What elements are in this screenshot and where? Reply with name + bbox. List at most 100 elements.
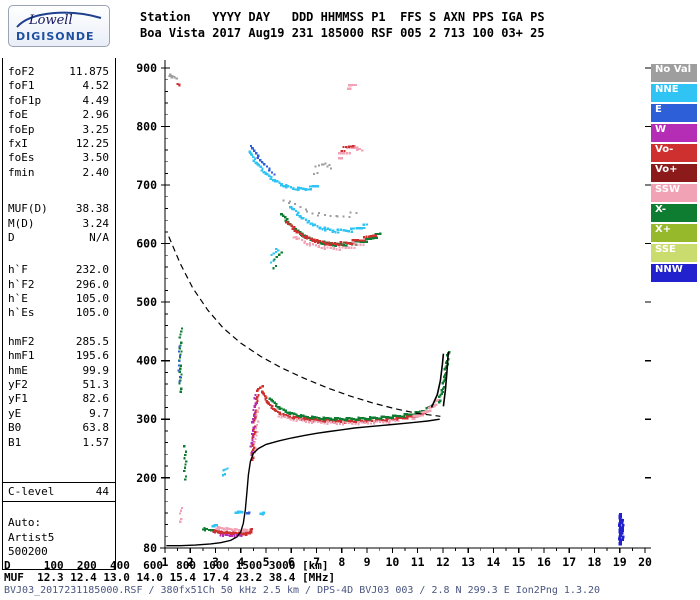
y-tick-label: 600 — [136, 237, 157, 251]
autoscaling-line: Auto: — [3, 516, 115, 530]
legend-item-nne: NNE — [651, 84, 697, 102]
parameter-value: 1.57 — [82, 435, 110, 449]
parameter-row-yf1: yF1 82.6 — [3, 392, 115, 406]
parameter-row-md: M(D) 3.24 — [3, 217, 115, 231]
parameter-row-foe: foE 2.96 — [3, 108, 115, 122]
parameter-label: fxI — [8, 136, 28, 150]
parameter-value: 38.38 — [75, 202, 109, 216]
trace-noise-col-ssw — [178, 506, 184, 523]
parameter-row-hmf2: hmF2 285.5 — [3, 335, 115, 349]
x-tick-label: 15 — [512, 555, 526, 569]
parameter-label: hmE — [8, 363, 28, 377]
parameter-label: B0 — [8, 421, 22, 435]
parameter-label: Auto: — [8, 516, 42, 530]
trace-hop2-noval — [282, 199, 358, 218]
parameter-value: 105.0 — [75, 306, 109, 320]
autoscaling-line: Artist5 — [3, 531, 115, 545]
legend-item-vo-: Vo- — [651, 144, 697, 162]
station-header-values: Boa Vista 2017 Aug19 231 185000 RSF 005 … — [140, 26, 545, 40]
trace-nnw-bar-1 — [618, 512, 623, 546]
trace-f-trace-ssw — [277, 414, 400, 426]
muf-transmission-curve — [168, 236, 441, 417]
trace-hop2-nne — [288, 205, 368, 234]
parameter-label: fmin — [8, 165, 35, 179]
y-tick-label: 200 — [136, 471, 157, 485]
lowell-digisonde-logo: Lowell DIGISONDE — [8, 5, 110, 47]
parameter-value: 9.7 — [89, 406, 109, 420]
parameter-row-fxi: fxI 12.25 — [3, 137, 115, 151]
trace-es-lead-x — [201, 527, 215, 532]
parameter-label: h`F — [8, 263, 28, 277]
parameter-label: B1 — [8, 435, 22, 449]
parameter-row-clevel: C-level 44 — [3, 485, 115, 499]
parameter-value: 2.96 — [82, 108, 110, 122]
x-tick-label: 1 — [162, 555, 169, 569]
parameter-label: h`F2 — [8, 277, 35, 291]
trace-es2-nne-1 — [234, 510, 244, 514]
legend-item-w: W — [651, 124, 697, 142]
parameter-label: MUF(D) — [8, 202, 48, 216]
trace-noise-col-e — [177, 345, 182, 383]
y-tick-label: 300 — [136, 412, 157, 426]
parameter-row-hf2: h`F2 296.0 — [3, 278, 115, 292]
trace-hop2-left-x — [272, 251, 283, 270]
parameter-value: 3.50 — [82, 151, 110, 165]
parameter-label: foEs — [8, 151, 35, 165]
x-tick-label: 14 — [486, 555, 500, 569]
parameter-label: foF2 — [8, 65, 35, 78]
parameter-group: h`F 232.0 h`F2 296.0 h`E 105.0 h`Es 105.0 — [3, 263, 115, 321]
x-tick-label: 2 — [187, 555, 194, 569]
fof2-o-asymptote — [430, 353, 445, 408]
x-tick-label: 20 — [638, 555, 652, 569]
legend-item-nnw: NNW — [651, 264, 697, 282]
parameter-label: yE — [8, 406, 22, 420]
parameter-row-hes: h`Es 105.0 — [3, 306, 115, 320]
trace-f1-cusp-ssw — [253, 407, 260, 454]
x-tick-label: 19 — [613, 555, 627, 569]
legend-item-x+: X+ — [651, 224, 697, 242]
x-tick-label: 8 — [338, 555, 345, 569]
trace-spread-ssw-high — [338, 144, 364, 160]
status-line: BVJ03_2017231185000.RSF / 380fx51Ch 50 k… — [4, 585, 601, 596]
autoscaling-info: Auto: Artist5 500200 — [3, 516, 115, 559]
x-tick-label: 4 — [237, 555, 244, 569]
parameter-label: foE — [8, 108, 28, 122]
parameter-value: 63.8 — [82, 421, 110, 435]
parameter-row-fof2: foF2 11.875 — [3, 65, 115, 79]
x-tick-label: 9 — [364, 555, 371, 569]
parameter-label: h`Es — [8, 306, 35, 320]
parameter-label: foF1 — [8, 79, 35, 93]
parameter-value: 44 — [95, 484, 109, 498]
trace-spread-noval-high — [313, 162, 333, 175]
trace-spread-e-upper — [249, 145, 276, 176]
y-tick-label: 500 — [136, 295, 157, 309]
fof2-x-asymptote — [442, 351, 450, 407]
confidence-level-box: C-level 44 — [3, 481, 115, 503]
parameter-row-mufd: MUF(D) 38.38 — [3, 202, 115, 216]
y-tick-label: 900 — [136, 61, 157, 75]
legend-item-ssw: SSW — [651, 184, 697, 202]
parameter-value: 105.0 — [75, 292, 109, 306]
parameter-label: h`E — [8, 292, 28, 306]
x-tick-label: 11 — [411, 555, 425, 569]
logo-swoosh-icon — [16, 11, 102, 28]
y-tick-label: 800 — [136, 120, 157, 134]
y-tick-label: 700 — [136, 178, 157, 192]
parameter-label: hmF1 — [8, 349, 35, 363]
parameter-value: 195.6 — [75, 349, 109, 363]
legend-item-vo+: Vo+ — [651, 164, 697, 182]
parameter-label: C-level — [8, 484, 55, 498]
parameter-row-hf: h`F 232.0 — [3, 263, 115, 277]
parameter-value: 2.40 — [82, 165, 110, 179]
trace-top-ssw-dots — [347, 83, 357, 90]
parameter-row-foes: foEs 3.50 — [3, 151, 115, 165]
parameter-value: 11.875 — [69, 65, 109, 78]
trace-f1-cusp-w — [249, 394, 257, 457]
x-tick-label: 10 — [385, 555, 399, 569]
parameter-label: D — [8, 230, 15, 244]
trace-noise-col-x2 — [183, 445, 188, 481]
parameter-value: N/A — [89, 230, 109, 244]
x-tick-label: 3 — [212, 555, 219, 569]
trace-topleft-noval-dots — [168, 73, 178, 80]
